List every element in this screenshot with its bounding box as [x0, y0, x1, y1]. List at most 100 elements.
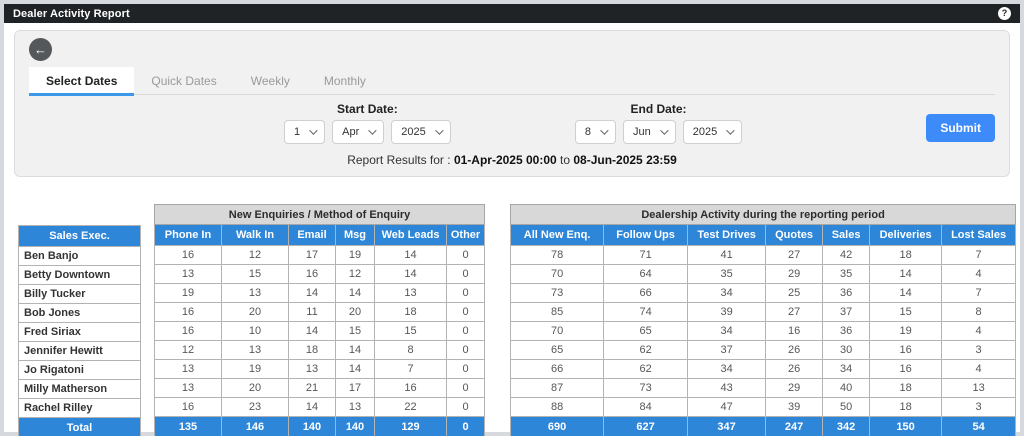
- table-cell: 7: [941, 245, 1017, 265]
- table-cell: 14: [288, 397, 336, 417]
- report-results-text: Report Results for : 01-Apr-2025 00:00 t…: [29, 153, 995, 167]
- table-row: 12 13 18 14 8 0: [154, 340, 486, 360]
- column-header: Other: [445, 224, 486, 246]
- table-cell: 13: [374, 283, 447, 303]
- table-cell: 15: [221, 264, 289, 284]
- table-cell: 85: [510, 302, 605, 322]
- table-cell: 342: [822, 416, 871, 436]
- table-cell: 34: [687, 283, 767, 303]
- start-year-select[interactable]: 2025: [391, 120, 451, 144]
- table-cell: 66: [510, 359, 605, 379]
- tab-monthly[interactable]: Monthly: [307, 67, 383, 94]
- table-cell: 37: [822, 302, 871, 322]
- table-cell: 70: [510, 321, 605, 341]
- table-row: 73 66 34 25 36 14 7: [510, 283, 1017, 303]
- table-cell: 43: [687, 378, 767, 398]
- table-cell: 15: [374, 321, 447, 341]
- table-cell: 21: [288, 378, 336, 398]
- end-year-select[interactable]: 2025: [682, 120, 743, 144]
- table-cell: 26: [765, 340, 824, 360]
- chevron-down-icon: [368, 126, 377, 135]
- table-cell: 36: [822, 321, 871, 341]
- table-row: Rachel Rilley: [18, 398, 141, 418]
- table-row: 70 64 35 29 35 14 4: [510, 264, 1017, 284]
- table-cell: 74: [603, 302, 689, 322]
- table-cell: 20: [221, 378, 289, 398]
- table-cell: 18: [374, 302, 447, 322]
- table-cell: 65: [510, 340, 605, 360]
- table-row: 88 84 47 39 50 18 3: [510, 397, 1017, 417]
- start-month-select[interactable]: Apr: [332, 120, 385, 144]
- table-cell: 40: [822, 378, 871, 398]
- table-row: 78 71 41 27 42 18 7: [510, 245, 1017, 265]
- table-cell: 42: [822, 245, 871, 265]
- table-row: Ben Banjo: [18, 246, 141, 266]
- table-cell: 25: [765, 283, 824, 303]
- table-cell: 4: [941, 321, 1017, 341]
- table-cell: 39: [765, 397, 824, 417]
- end-day-select[interactable]: 8: [574, 120, 616, 144]
- table-cell: 129: [374, 416, 447, 436]
- activity-table: Dealership Activity during the reporting…: [510, 204, 1017, 436]
- table-cell: Fred Siriax: [18, 322, 141, 342]
- column-header: Follow Ups: [603, 224, 689, 246]
- table-cell: 13: [221, 283, 289, 303]
- table-cell: 0: [445, 378, 486, 398]
- table-cell: 18: [869, 378, 943, 398]
- table-cell: 34: [687, 359, 767, 379]
- table-cell: Jennifer Hewitt: [18, 341, 141, 361]
- column-header: Deliveries: [869, 224, 943, 246]
- table-cell: 19: [221, 359, 289, 379]
- start-month-value: Apr: [342, 126, 360, 138]
- table-row: 16 20 11 20 18 0: [154, 302, 486, 322]
- start-day-select[interactable]: 1: [284, 120, 326, 144]
- table-row: 85 74 39 27 37 15 8: [510, 302, 1017, 322]
- table-cell: 247: [765, 416, 824, 436]
- table-cell: 13: [335, 397, 375, 417]
- end-month-value: Jun: [632, 126, 651, 138]
- start-date-group: Start Date: 1 Apr 2025: [284, 102, 451, 144]
- back-button[interactable]: ←: [29, 38, 52, 61]
- report-tables: Sales Exec. Ben Banjo Betty Downtown Billy…: [14, 204, 1017, 436]
- info-icon[interactable]: ?: [998, 7, 1011, 20]
- tab-weekly[interactable]: Weekly: [234, 67, 307, 94]
- table-row: Betty Downtown: [18, 265, 141, 285]
- table-cell: 15: [335, 321, 375, 341]
- end-month-select[interactable]: Jun: [622, 120, 676, 144]
- table-cell: Total: [18, 417, 141, 436]
- table-row: 16 10 14 15 15 0: [154, 321, 486, 341]
- tab-select-dates[interactable]: Select Dates: [29, 67, 135, 96]
- table-cell: 35: [822, 264, 871, 284]
- submit-button[interactable]: Submit: [926, 114, 995, 142]
- enquiries-table-title: New Enquiries / Method of Enquiry: [153, 204, 486, 225]
- column-header: Test Drives: [687, 224, 767, 246]
- table-cell: 20: [335, 302, 375, 322]
- table-cell: 3: [941, 340, 1017, 360]
- table-cell: 627: [603, 416, 689, 436]
- table-cell: 50: [822, 397, 871, 417]
- table-cell: 84: [603, 397, 689, 417]
- table-cell: 73: [510, 283, 605, 303]
- table-cell: 140: [335, 416, 375, 436]
- table-cell: 0: [445, 359, 486, 379]
- start-year-value: 2025: [401, 126, 426, 138]
- chevron-down-icon: [659, 126, 669, 135]
- table-cell: 18: [288, 340, 336, 360]
- table-cell: 150: [869, 416, 943, 436]
- sales-exec-table-wrap: Sales Exec. Ben Banjo Betty Downtown Billy…: [18, 204, 141, 436]
- table-row: 16 12 17 19 14 0: [154, 245, 486, 265]
- table-cell: 7: [374, 359, 447, 379]
- table-cell: 17: [335, 378, 375, 398]
- table-cell: 0: [445, 321, 486, 341]
- table-cell: 18: [869, 245, 943, 265]
- column-header: Phone In: [154, 224, 222, 246]
- end-day-value: 8: [584, 126, 591, 138]
- tab-quick-dates[interactable]: Quick Dates: [134, 67, 233, 94]
- table-row: Jo Rigatoni: [18, 360, 141, 380]
- table-cell: 11: [288, 302, 336, 322]
- table-cell: 0: [445, 416, 486, 436]
- table-cell: 14: [288, 283, 336, 303]
- chevron-down-icon: [309, 126, 318, 135]
- table-cell: 347: [687, 416, 767, 436]
- date-mode-tabs: Select Dates Quick Dates Weekly Monthly: [29, 67, 995, 96]
